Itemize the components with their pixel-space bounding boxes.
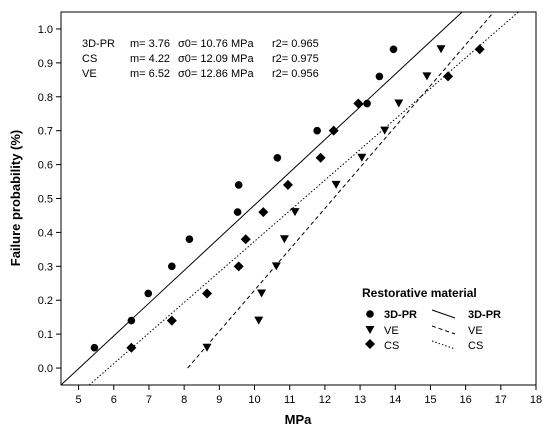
- point-3dpr: [313, 126, 321, 135]
- x-tick-label: 14: [389, 394, 401, 406]
- point-ve: [254, 316, 264, 325]
- point-cs: [166, 315, 177, 326]
- x-tick-label: 12: [319, 394, 331, 406]
- point-ve: [394, 99, 404, 108]
- point-3dpr: [185, 235, 194, 243]
- stats-name-1: 3D-PR: [82, 38, 115, 50]
- point-3dpr: [389, 45, 398, 54]
- point-3dpr: [168, 262, 176, 271]
- y-tick-label: 0.7: [38, 126, 53, 138]
- point-cs: [233, 261, 244, 272]
- point-ve: [436, 45, 446, 54]
- point-ve: [357, 153, 367, 162]
- x-tick-label: 18: [530, 394, 542, 406]
- stats-m-1: m= 3.76: [130, 38, 170, 50]
- point-ve: [380, 126, 390, 135]
- point-cs: [240, 234, 251, 245]
- stats-name-2: CS: [82, 53, 97, 65]
- y-tick-label: 0.0: [38, 363, 53, 375]
- fit-line-ve: [187, 11, 495, 369]
- legend-line-ve: [431, 325, 456, 335]
- x-axis: 5 6 7 8 9 10 11 12 13 14 15 16 17 18: [76, 385, 542, 406]
- legend-line-3dpr: [431, 309, 456, 319]
- y-tick-label: 0.9: [38, 58, 53, 70]
- point-ve: [279, 235, 289, 244]
- x-tick-label: 15: [424, 394, 436, 406]
- legend-marker-label-3dpr: 3D-PR: [384, 309, 417, 321]
- x-tick-label: 8: [181, 394, 187, 406]
- point-ve: [202, 343, 212, 352]
- point-cs: [353, 98, 364, 109]
- legend-line-cs: [431, 340, 456, 350]
- point-ve: [290, 208, 300, 217]
- legend-line-label-cs: CS: [468, 340, 483, 352]
- point-ve: [257, 289, 267, 298]
- point-cs: [202, 288, 213, 299]
- legend-line-label-3dpr: 3D-PR: [468, 309, 501, 321]
- y-tick-label: 0.3: [38, 261, 53, 273]
- point-3dpr: [234, 181, 243, 189]
- point-cs: [315, 152, 326, 163]
- legend-marker-3dpr: [366, 310, 374, 318]
- y-tick-label: 1.0: [38, 24, 53, 36]
- y-axis: 0.0 0.1 0.2 0.3 0.4 0.5 0.6 0.7 0.8 0.9 1.0: [38, 24, 61, 375]
- stats-sigma-3: σ0= 12.86 MPa: [178, 68, 254, 80]
- point-cs: [126, 342, 137, 353]
- x-tick-label: 7: [146, 394, 152, 406]
- point-3dpr: [375, 72, 384, 81]
- y-tick-label: 0.1: [38, 329, 53, 341]
- x-tick-label: 11: [284, 394, 295, 406]
- point-cs: [282, 179, 293, 190]
- point-cs: [258, 207, 269, 218]
- stats-r2-3: r2= 0.956: [272, 68, 319, 80]
- legend-marker-cs: [365, 339, 375, 349]
- legend-line-label-ve: VE: [468, 325, 483, 337]
- stats-sigma-1: σ0= 10.76 MPa: [178, 38, 254, 50]
- legend-marker-label-ve: VE: [384, 325, 399, 337]
- y-tick-label: 0.8: [38, 92, 53, 104]
- x-tick-label: 13: [354, 394, 366, 406]
- stats-block: 3D-PR m= 3.76 σ0= 10.76 MPa r2= 0.965 CS…: [82, 38, 319, 80]
- point-ve: [271, 262, 281, 271]
- point-3dpr: [90, 343, 99, 352]
- x-tick-label: 9: [216, 394, 222, 406]
- point-cs: [328, 125, 339, 136]
- point-3dpr: [144, 289, 153, 298]
- legend-title: Restorative material: [362, 286, 477, 300]
- point-3dpr: [273, 154, 282, 162]
- x-tick-label: 17: [495, 394, 507, 406]
- y-tick-label: 0.2: [38, 295, 53, 307]
- legend-marker-ve: [365, 326, 375, 334]
- stats-m-2: m= 4.22: [130, 53, 170, 65]
- y-tick-label: 0.4: [38, 227, 53, 239]
- stats-name-3: VE: [82, 68, 97, 80]
- x-tick-label: 10: [248, 394, 260, 406]
- x-tick-label: 6: [111, 394, 117, 406]
- x-tick-label: 5: [76, 394, 82, 406]
- x-tick-label: 16: [460, 394, 472, 406]
- point-3dpr: [233, 208, 242, 216]
- legend: Restorative material 3D-PR VE CS 3D-PR V…: [362, 286, 501, 352]
- x-axis-title: MPa: [285, 412, 313, 427]
- stats-m-3: m= 6.52: [130, 68, 170, 80]
- y-tick-label: 0.5: [38, 194, 53, 206]
- y-axis-title: Failure probability (%): [8, 130, 23, 267]
- point-3dpr: [127, 316, 136, 325]
- point-cs: [443, 71, 454, 82]
- point-3dpr: [363, 99, 371, 108]
- legend-marker-label-cs: CS: [384, 340, 399, 352]
- point-ve: [331, 180, 341, 189]
- stats-r2-2: r2= 0.975: [272, 53, 319, 65]
- stats-sigma-2: σ0= 12.09 MPa: [178, 53, 254, 65]
- point-cs: [474, 44, 485, 55]
- fit-line-3dpr: [60, 11, 463, 386]
- data-points: [90, 44, 485, 353]
- stats-r2-1: r2= 0.965: [272, 38, 319, 50]
- y-tick-label: 0.6: [38, 160, 53, 172]
- point-ve: [422, 72, 432, 81]
